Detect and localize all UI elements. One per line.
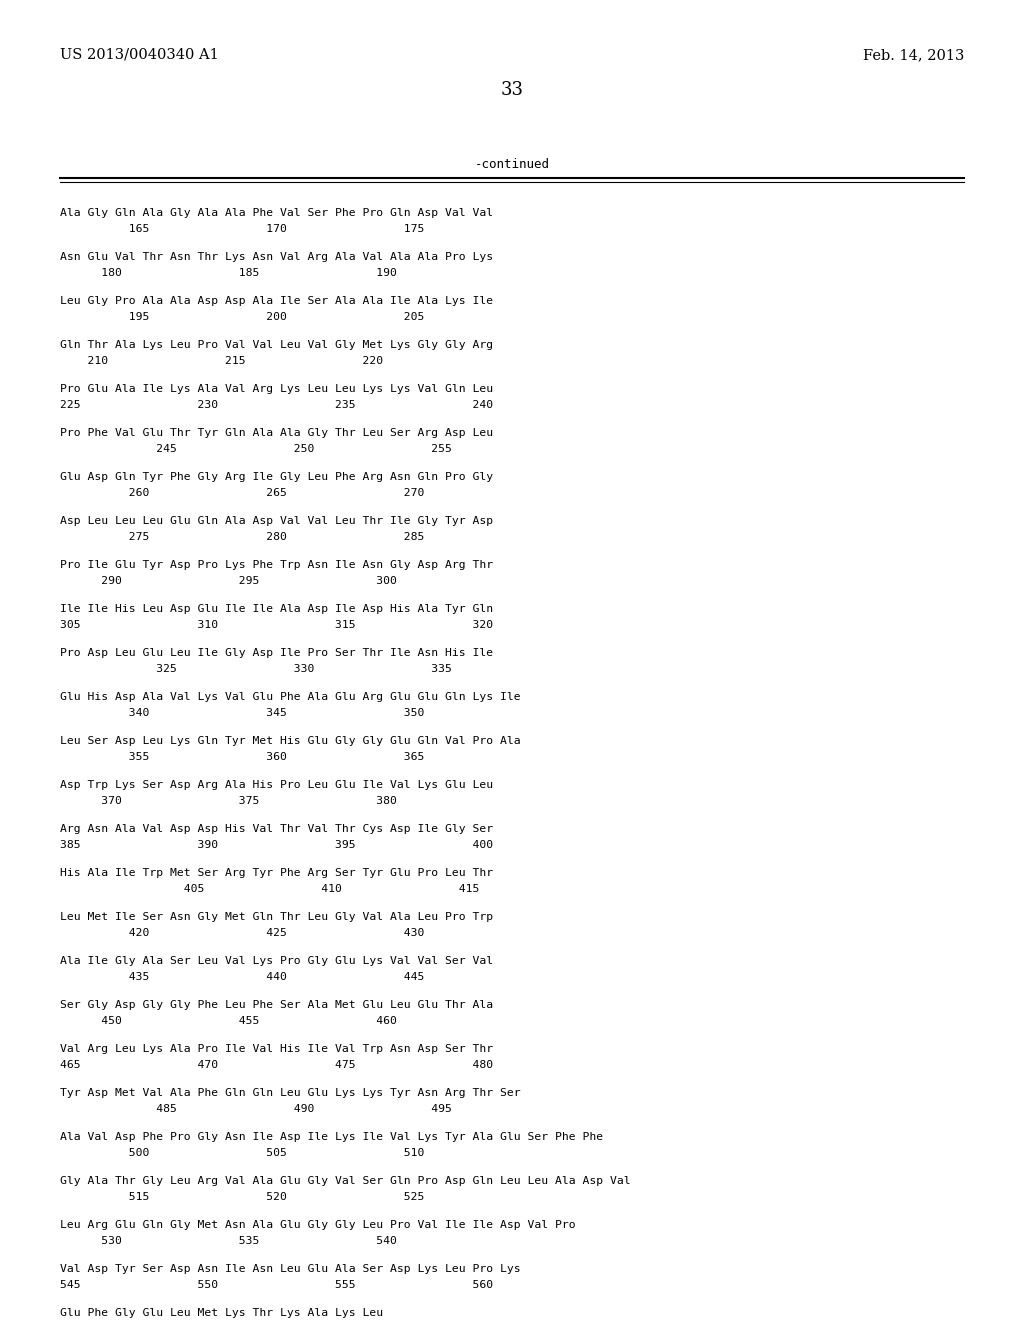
Text: 260                 265                 270: 260 265 270 bbox=[60, 488, 424, 498]
Text: 500                 505                 510: 500 505 510 bbox=[60, 1148, 424, 1158]
Text: Leu Gly Pro Ala Ala Asp Asp Ala Ile Ser Ala Ala Ile Ala Lys Ile: Leu Gly Pro Ala Ala Asp Asp Ala Ile Ser … bbox=[60, 296, 494, 306]
Text: 325                 330                 335: 325 330 335 bbox=[60, 664, 452, 675]
Text: Gly Ala Thr Gly Leu Arg Val Ala Glu Gly Val Ser Gln Pro Asp Gln Leu Leu Ala Asp : Gly Ala Thr Gly Leu Arg Val Ala Glu Gly … bbox=[60, 1176, 631, 1185]
Text: Val Arg Leu Lys Ala Pro Ile Val His Ile Val Trp Asn Asp Ser Thr: Val Arg Leu Lys Ala Pro Ile Val His Ile … bbox=[60, 1044, 494, 1053]
Text: 420                 425                 430: 420 425 430 bbox=[60, 928, 424, 939]
Text: 245                 250                 255: 245 250 255 bbox=[60, 444, 452, 454]
Text: 405                 410                 415: 405 410 415 bbox=[60, 884, 479, 894]
Text: 435                 440                 445: 435 440 445 bbox=[60, 972, 424, 982]
Text: 370                 375                 380: 370 375 380 bbox=[60, 796, 397, 807]
Text: -continued: -continued bbox=[474, 158, 550, 172]
Text: 180                 185                 190: 180 185 190 bbox=[60, 268, 397, 279]
Text: 165                 170                 175: 165 170 175 bbox=[60, 224, 424, 234]
Text: Asn Glu Val Thr Asn Thr Lys Asn Val Arg Ala Val Ala Ala Pro Lys: Asn Glu Val Thr Asn Thr Lys Asn Val Arg … bbox=[60, 252, 494, 261]
Text: Pro Ile Glu Tyr Asp Pro Lys Phe Trp Asn Ile Asn Gly Asp Arg Thr: Pro Ile Glu Tyr Asp Pro Lys Phe Trp Asn … bbox=[60, 560, 494, 570]
Text: US 2013/0040340 A1: US 2013/0040340 A1 bbox=[60, 48, 219, 62]
Text: 195                 200                 205: 195 200 205 bbox=[60, 312, 424, 322]
Text: Ser Gly Asp Gly Gly Phe Leu Phe Ser Ala Met Glu Leu Glu Thr Ala: Ser Gly Asp Gly Gly Phe Leu Phe Ser Ala … bbox=[60, 1001, 494, 1010]
Text: 210                 215                 220: 210 215 220 bbox=[60, 356, 383, 366]
Text: 530                 535                 540: 530 535 540 bbox=[60, 1236, 397, 1246]
Text: Glu Asp Gln Tyr Phe Gly Arg Ile Gly Leu Phe Arg Asn Gln Pro Gly: Glu Asp Gln Tyr Phe Gly Arg Ile Gly Leu … bbox=[60, 473, 494, 482]
Text: 355                 360                 365: 355 360 365 bbox=[60, 752, 424, 762]
Text: 275                 280                 285: 275 280 285 bbox=[60, 532, 424, 543]
Text: 225                 230                 235                 240: 225 230 235 240 bbox=[60, 400, 494, 411]
Text: 485                 490                 495: 485 490 495 bbox=[60, 1104, 452, 1114]
Text: Tyr Asp Met Val Ala Phe Gln Gln Leu Glu Lys Lys Tyr Asn Arg Thr Ser: Tyr Asp Met Val Ala Phe Gln Gln Leu Glu … bbox=[60, 1088, 520, 1098]
Text: Glu Phe Gly Glu Leu Met Lys Thr Lys Ala Lys Leu: Glu Phe Gly Glu Leu Met Lys Thr Lys Ala … bbox=[60, 1308, 383, 1317]
Text: Leu Ser Asp Leu Lys Gln Tyr Met His Glu Gly Gly Glu Gln Val Pro Ala: Leu Ser Asp Leu Lys Gln Tyr Met His Glu … bbox=[60, 737, 520, 746]
Text: Pro Phe Val Glu Thr Tyr Gln Ala Ala Gly Thr Leu Ser Arg Asp Leu: Pro Phe Val Glu Thr Tyr Gln Ala Ala Gly … bbox=[60, 428, 494, 438]
Text: Ala Gly Gln Ala Gly Ala Ala Phe Val Ser Phe Pro Gln Asp Val Val: Ala Gly Gln Ala Gly Ala Ala Phe Val Ser … bbox=[60, 209, 494, 218]
Text: 305                 310                 315                 320: 305 310 315 320 bbox=[60, 620, 494, 630]
Text: 450                 455                 460: 450 455 460 bbox=[60, 1016, 397, 1026]
Text: Asp Leu Leu Leu Glu Gln Ala Asp Val Val Leu Thr Ile Gly Tyr Asp: Asp Leu Leu Leu Glu Gln Ala Asp Val Val … bbox=[60, 516, 494, 525]
Text: 290                 295                 300: 290 295 300 bbox=[60, 576, 397, 586]
Text: 515                 520                 525: 515 520 525 bbox=[60, 1192, 424, 1203]
Text: Ala Val Asp Phe Pro Gly Asn Ile Asp Ile Lys Ile Val Lys Tyr Ala Glu Ser Phe Phe: Ala Val Asp Phe Pro Gly Asn Ile Asp Ile … bbox=[60, 1133, 603, 1142]
Text: His Ala Ile Trp Met Ser Arg Tyr Phe Arg Ser Tyr Glu Pro Leu Thr: His Ala Ile Trp Met Ser Arg Tyr Phe Arg … bbox=[60, 869, 494, 878]
Text: Glu His Asp Ala Val Lys Val Glu Phe Ala Glu Arg Glu Glu Gln Lys Ile: Glu His Asp Ala Val Lys Val Glu Phe Ala … bbox=[60, 692, 520, 702]
Text: Leu Arg Glu Gln Gly Met Asn Ala Glu Gly Gly Leu Pro Val Ile Ile Asp Val Pro: Leu Arg Glu Gln Gly Met Asn Ala Glu Gly … bbox=[60, 1220, 575, 1230]
Text: 465                 470                 475                 480: 465 470 475 480 bbox=[60, 1060, 494, 1071]
Text: Ala Ile Gly Ala Ser Leu Val Lys Pro Gly Glu Lys Val Val Ser Val: Ala Ile Gly Ala Ser Leu Val Lys Pro Gly … bbox=[60, 956, 494, 966]
Text: 545                 550                 555                 560: 545 550 555 560 bbox=[60, 1280, 494, 1290]
Text: 340                 345                 350: 340 345 350 bbox=[60, 708, 424, 718]
Text: 33: 33 bbox=[501, 81, 523, 99]
Text: Gln Thr Ala Lys Leu Pro Val Val Leu Val Gly Met Lys Gly Gly Arg: Gln Thr Ala Lys Leu Pro Val Val Leu Val … bbox=[60, 341, 494, 350]
Text: Pro Asp Leu Glu Leu Ile Gly Asp Ile Pro Ser Thr Ile Asn His Ile: Pro Asp Leu Glu Leu Ile Gly Asp Ile Pro … bbox=[60, 648, 494, 657]
Text: Asp Trp Lys Ser Asp Arg Ala His Pro Leu Glu Ile Val Lys Glu Leu: Asp Trp Lys Ser Asp Arg Ala His Pro Leu … bbox=[60, 780, 494, 789]
Text: Leu Met Ile Ser Asn Gly Met Gln Thr Leu Gly Val Ala Leu Pro Trp: Leu Met Ile Ser Asn Gly Met Gln Thr Leu … bbox=[60, 912, 494, 921]
Text: Val Asp Tyr Ser Asp Asn Ile Asn Leu Glu Ala Ser Asp Lys Leu Pro Lys: Val Asp Tyr Ser Asp Asn Ile Asn Leu Glu … bbox=[60, 1265, 520, 1274]
Text: 385                 390                 395                 400: 385 390 395 400 bbox=[60, 840, 494, 850]
Text: Pro Glu Ala Ile Lys Ala Val Arg Lys Leu Leu Lys Lys Val Gln Leu: Pro Glu Ala Ile Lys Ala Val Arg Lys Leu … bbox=[60, 384, 494, 393]
Text: Arg Asn Ala Val Asp Asp His Val Thr Val Thr Cys Asp Ile Gly Ser: Arg Asn Ala Val Asp Asp His Val Thr Val … bbox=[60, 824, 494, 834]
Text: Ile Ile His Leu Asp Glu Ile Ile Ala Asp Ile Asp His Ala Tyr Gln: Ile Ile His Leu Asp Glu Ile Ile Ala Asp … bbox=[60, 605, 494, 614]
Text: Feb. 14, 2013: Feb. 14, 2013 bbox=[862, 48, 964, 62]
